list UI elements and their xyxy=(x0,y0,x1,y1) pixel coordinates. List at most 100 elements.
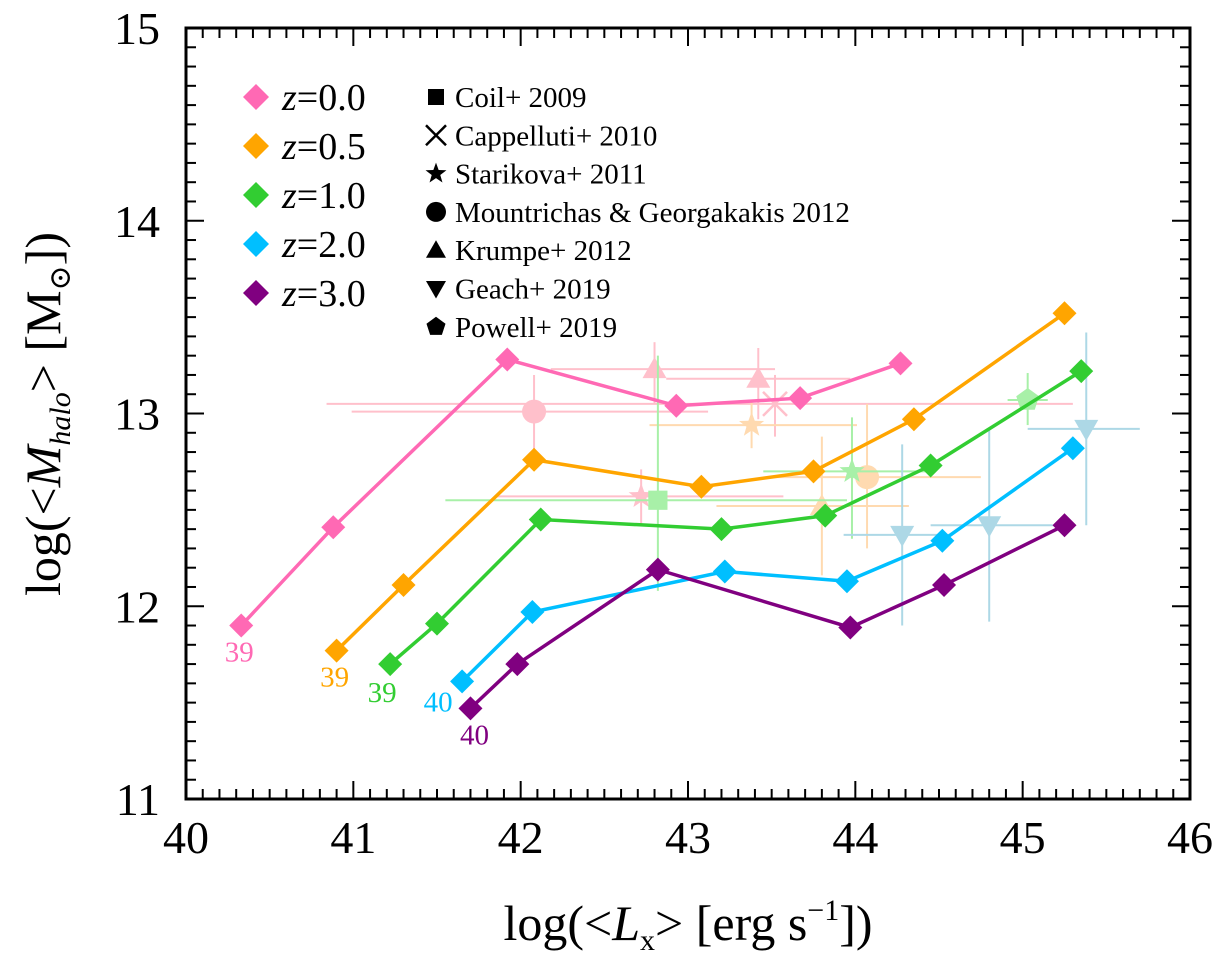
legend-ref-marker xyxy=(426,316,446,335)
observation-point xyxy=(763,417,936,539)
tick-labels: 40 41 42 43 44 45 46 11 12 13 14 15 xyxy=(114,3,1213,863)
series-point xyxy=(1052,301,1077,326)
x-tick-label: 41 xyxy=(330,812,376,863)
series-start-label: 40 xyxy=(460,719,489,751)
legend-marker xyxy=(243,280,269,306)
legend-marker xyxy=(243,231,269,257)
observation-point xyxy=(649,400,858,449)
legend-ref-label: Mountrichas & Georgakakis 2012 xyxy=(455,197,850,229)
legend-label: z=0.0 xyxy=(281,77,366,119)
series-point xyxy=(505,652,530,677)
legend-ref-marker xyxy=(425,162,447,183)
series-point xyxy=(813,503,838,528)
series-point xyxy=(229,613,254,638)
series-point xyxy=(689,474,714,499)
observation-marker xyxy=(762,390,788,417)
series-start-label: 39 xyxy=(368,677,397,709)
observation-marker xyxy=(648,490,668,510)
series-point xyxy=(520,600,545,625)
series-line xyxy=(469,523,1066,710)
legend-marker xyxy=(243,182,269,208)
series-point xyxy=(450,669,475,694)
observations xyxy=(326,332,1140,626)
series-point xyxy=(458,696,483,721)
series-point xyxy=(1069,359,1094,384)
observation-point xyxy=(1027,332,1140,526)
legend-ref-marker xyxy=(428,89,444,105)
observation-marker xyxy=(890,525,915,547)
series-point xyxy=(901,407,926,432)
series-point xyxy=(1060,436,1085,461)
x-tick-label: 43 xyxy=(665,812,711,863)
observation-point xyxy=(930,428,1053,622)
series-point xyxy=(918,453,943,478)
series-start-label: 40 xyxy=(424,686,453,718)
series-point xyxy=(528,507,553,532)
legend-ref-marker xyxy=(425,124,447,147)
y-tick-label: 12 xyxy=(114,581,160,632)
series-point xyxy=(932,573,957,598)
y-tick-label: 13 xyxy=(114,389,160,440)
legend-label: z=3.0 xyxy=(281,273,366,315)
legend-label: z=1.0 xyxy=(281,175,366,217)
series-point xyxy=(709,517,734,542)
series-point xyxy=(788,386,813,411)
series-start-label: 39 xyxy=(225,637,254,669)
legend-marker xyxy=(243,133,269,159)
x-axis-label: log(<Lx> [erg s−1]) xyxy=(503,894,872,956)
series-point xyxy=(495,347,520,372)
legend-label: z=0.5 xyxy=(281,126,366,168)
observation-marker xyxy=(1016,388,1040,410)
series-markers xyxy=(229,301,1094,721)
series-point xyxy=(321,515,346,540)
observation-point xyxy=(716,436,909,576)
y-tick-label: 15 xyxy=(114,3,160,54)
legend-marker xyxy=(243,84,269,110)
x-tick-label: 42 xyxy=(498,812,544,863)
x-tick-label: 46 xyxy=(1167,812,1213,863)
observation-marker xyxy=(1074,419,1099,441)
observation-point xyxy=(1007,373,1048,426)
series-line xyxy=(239,357,902,627)
x-tick-label: 40 xyxy=(163,812,209,863)
legend-label: z=2.0 xyxy=(281,224,366,266)
legend-ref-label: Starikova+ 2011 xyxy=(455,159,647,191)
series-point xyxy=(425,611,449,636)
legend-ref-label: Powell+ 2019 xyxy=(455,312,617,344)
series-point xyxy=(378,652,403,677)
series-point xyxy=(801,459,826,484)
series-point xyxy=(664,393,689,418)
series-point xyxy=(838,615,863,640)
y-axis-label: log(<Mhalo> [M⊙]) xyxy=(15,232,77,596)
legend-ref-marker xyxy=(426,201,446,222)
cross-stroke xyxy=(425,124,447,147)
series-point xyxy=(522,447,547,472)
observation-point xyxy=(351,374,709,453)
observation-marker xyxy=(628,483,654,508)
series-point xyxy=(645,557,670,582)
legend-ref-marker xyxy=(426,240,446,258)
series-point xyxy=(1052,513,1077,538)
y-tick-label: 11 xyxy=(116,774,160,825)
legend-ref-label: Coil+ 2009 xyxy=(455,82,587,114)
series-point xyxy=(888,351,913,376)
series-point xyxy=(712,559,737,584)
legend-references: Coil+ 2009 Cappelluti+ 2010 Starikova+ 201… xyxy=(425,82,850,344)
observation-marker xyxy=(739,411,765,436)
x-tick-label: 44 xyxy=(832,812,878,863)
series-point xyxy=(391,573,416,598)
series-line xyxy=(460,446,1074,683)
observation-marker xyxy=(746,366,771,388)
observation-point xyxy=(445,355,847,591)
observation-marker xyxy=(522,399,547,424)
series-point xyxy=(930,528,955,553)
series-point xyxy=(834,569,859,594)
series-point xyxy=(324,638,349,663)
observation-point xyxy=(550,342,776,404)
legend-ref-marker xyxy=(426,281,446,299)
observation-marker xyxy=(642,357,667,379)
x-tick-label: 45 xyxy=(1000,812,1046,863)
series-start-label: 39 xyxy=(320,662,349,694)
